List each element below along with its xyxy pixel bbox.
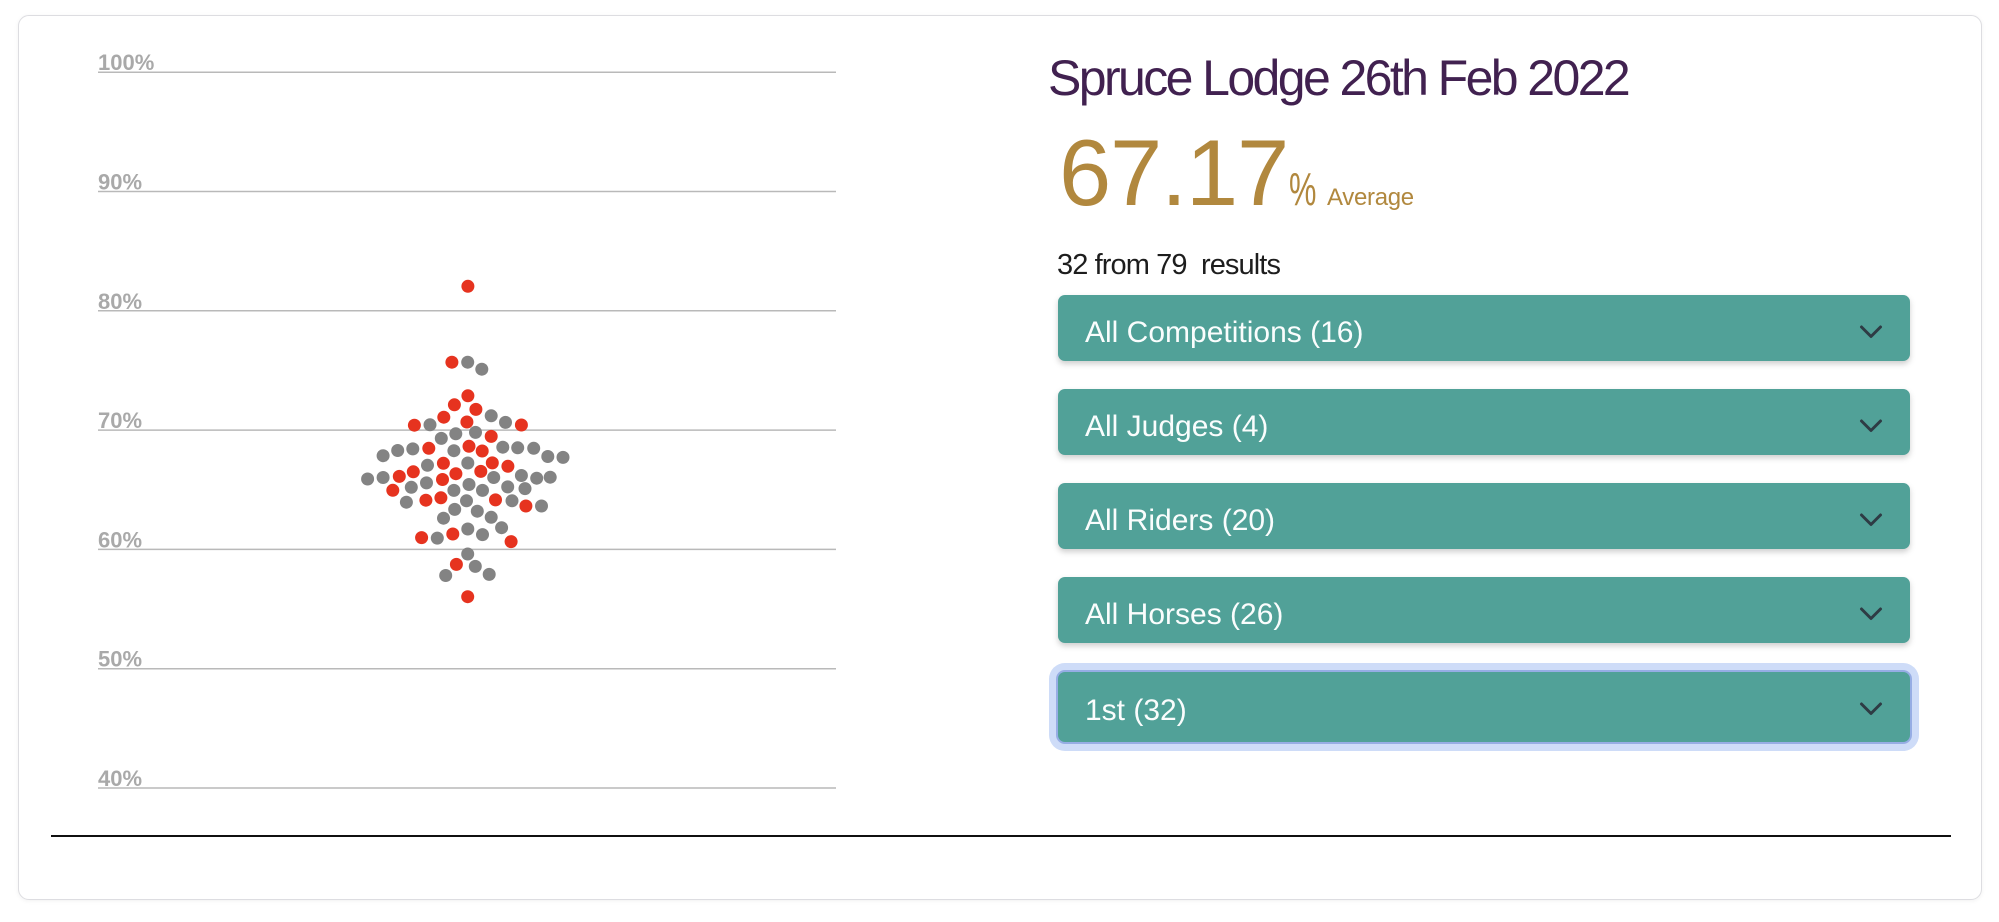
svg-text:80%: 80% [98,289,142,314]
svg-text:40%: 40% [98,766,142,791]
svg-text:60%: 60% [98,527,142,552]
svg-text:90%: 90% [98,170,142,195]
svg-text:50%: 50% [98,647,142,672]
svg-text:70%: 70% [98,408,142,433]
svg-text:100%: 100% [98,50,154,75]
